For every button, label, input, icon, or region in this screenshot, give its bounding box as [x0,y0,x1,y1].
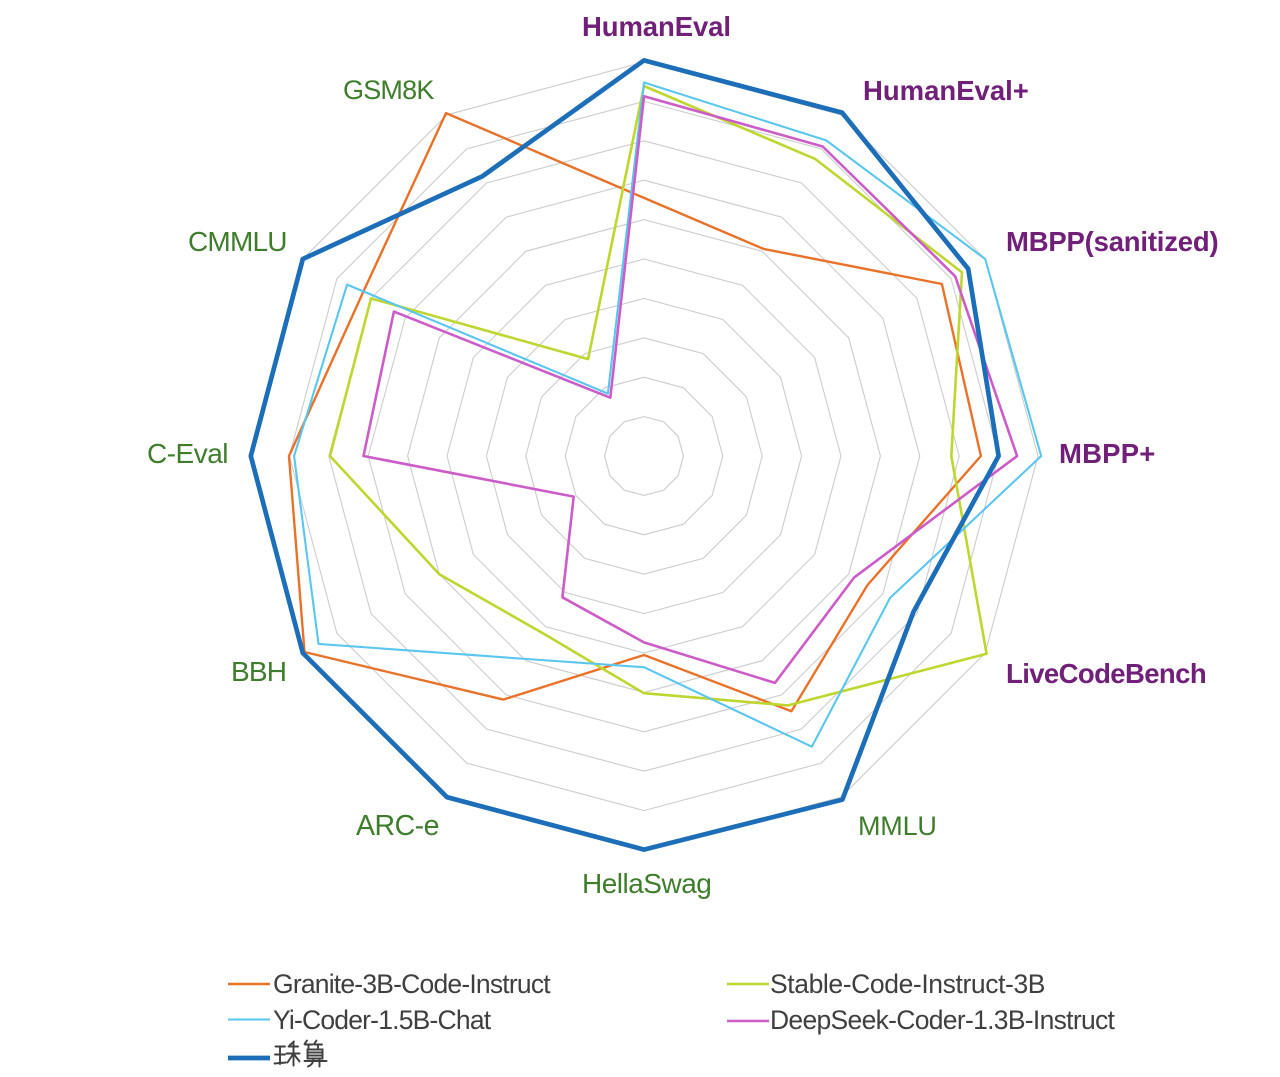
svg-text:MMLU: MMLU [858,811,937,841]
svg-text:MBPP(sanitized): MBPP(sanitized) [1006,226,1218,257]
svg-text:ARC-e: ARC-e [356,810,439,842]
svg-text:Stable-Code-Instruct-3B: Stable-Code-Instruct-3B [770,969,1045,999]
svg-text:CMMLU: CMMLU [188,226,287,257]
svg-text:C-Eval: C-Eval [147,438,228,469]
svg-text:Granite-3B-Code-Instruct: Granite-3B-Code-Instruct [273,969,551,999]
svg-text:Yi-Coder-1.5B-Chat: Yi-Coder-1.5B-Chat [273,1005,492,1035]
svg-text:HellaSwag: HellaSwag [582,868,711,899]
svg-text:MBPP+: MBPP+ [1059,438,1156,469]
svg-text:LiveCodeBench: LiveCodeBench [1006,658,1206,689]
svg-text:DeepSeek-Coder-1.3B-Instruct: DeepSeek-Coder-1.3B-Instruct [770,1005,1116,1035]
svg-text:GSM8K: GSM8K [343,75,434,105]
svg-text:HumanEval: HumanEval [582,11,731,42]
svg-text:BBH: BBH [231,656,286,687]
svg-text:HumanEval+: HumanEval+ [863,75,1029,106]
